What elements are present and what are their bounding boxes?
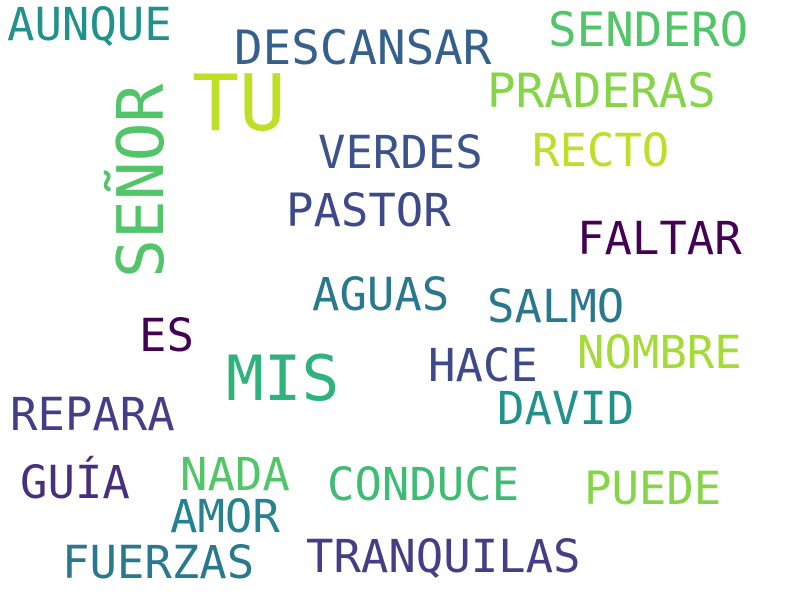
word-faltar: FALTAR bbox=[577, 212, 742, 265]
word-fuerzas: FUERZAS bbox=[62, 536, 255, 589]
word-es: ES bbox=[139, 309, 194, 362]
word-hace: HACE bbox=[428, 339, 538, 392]
word-conduce: CONDUCE bbox=[327, 458, 520, 511]
word-descansar: DESCANSAR bbox=[234, 21, 492, 76]
word-aguas: AGUAS bbox=[312, 268, 450, 321]
word-aunque: AUNQUE bbox=[7, 0, 172, 51]
word-salmo: SALMO bbox=[487, 280, 625, 333]
word-sendero: SENDERO bbox=[548, 3, 749, 58]
word-nombre: NOMBRE bbox=[577, 326, 742, 379]
word-praderas: PRADERAS bbox=[487, 64, 716, 119]
word-pastor: PASTOR bbox=[286, 184, 451, 237]
word-repara: REPARA bbox=[10, 388, 175, 441]
word-tranquilas: TRANQUILAS bbox=[306, 530, 581, 583]
word-nada: NADA bbox=[180, 448, 290, 501]
word-david: DAVID bbox=[497, 382, 635, 435]
word-amor: AMOR bbox=[170, 490, 280, 543]
word-verdes: VERDES bbox=[318, 126, 483, 179]
word-mis: MIS bbox=[226, 342, 340, 415]
word-guia: GUÍA bbox=[20, 456, 130, 509]
word-tu: TU bbox=[192, 59, 286, 149]
word-recto: RECTO bbox=[532, 124, 670, 177]
word-puede: PUEDE bbox=[584, 462, 722, 515]
word-senor: SEÑOR bbox=[104, 83, 179, 278]
